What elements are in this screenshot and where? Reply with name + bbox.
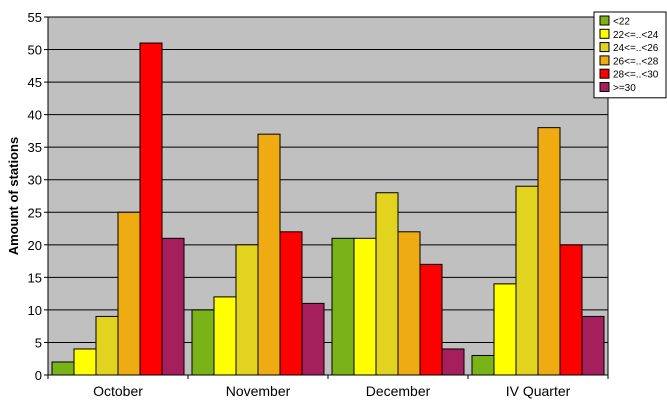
legend-swatch: [599, 82, 610, 92]
bar: [139, 42, 163, 376]
bar: [117, 211, 141, 376]
bar: [559, 244, 583, 376]
bar: [235, 244, 259, 376]
y-tick-label: 30: [28, 173, 42, 188]
bar: [493, 283, 517, 376]
x-axis: October November December IV Quarter: [47, 375, 609, 399]
y-tick-label: 0: [35, 368, 42, 383]
bar: [397, 231, 421, 376]
bars: [51, 42, 605, 376]
y-tick-label: 40: [28, 108, 42, 123]
bar: [419, 263, 443, 376]
legend-swatch: [599, 28, 610, 39]
bar: [213, 296, 237, 376]
legend-label: 24<=..<26: [613, 43, 659, 54]
y-tick-label: 5: [35, 335, 42, 350]
x-tick-label: IV Quarter: [506, 383, 571, 399]
y-tick-label: 15: [28, 270, 42, 285]
x-tick-label: October: [93, 383, 143, 399]
legend-label: >=30: [613, 83, 636, 94]
legend-label: 28<=..<30: [613, 70, 659, 81]
bar: [95, 315, 119, 376]
bar: [441, 348, 465, 376]
legend-label: 26<=..<28: [613, 56, 659, 67]
legend-swatch: [599, 68, 610, 79]
x-tick-label: November: [226, 383, 291, 399]
y-tick-label: 45: [28, 75, 42, 90]
y-tick-label: 35: [28, 140, 42, 155]
bar: [191, 309, 215, 376]
y-tick-label: 25: [28, 205, 42, 220]
legend-swatch: [599, 42, 610, 53]
bar: [279, 231, 303, 376]
bar: [353, 237, 377, 376]
legend-label: <22: [613, 17, 630, 28]
bar: [331, 237, 355, 376]
legend-swatch: [599, 55, 610, 66]
bar: [537, 127, 561, 376]
x-tick-label: December: [366, 383, 431, 399]
legend: <22 22<=..<24 24<=..<26 26<=..<28 28<=..<30 >…: [593, 11, 667, 99]
bar: [581, 315, 605, 376]
y-tick-label: 10: [28, 303, 42, 318]
bar: [301, 302, 325, 376]
legend-swatch: [599, 15, 610, 26]
bar: [73, 348, 97, 376]
y-tick-label: 20: [28, 238, 42, 253]
y-tick-label: 55: [28, 10, 42, 25]
bar: [51, 361, 75, 376]
bar: [257, 133, 281, 376]
y-axis-label: Amount of stations: [6, 137, 21, 255]
bar: [515, 185, 539, 376]
legend-label: 22<=..<24: [613, 30, 659, 41]
bar: [161, 237, 185, 376]
y-tick-label: 50: [28, 43, 42, 58]
bar: [375, 192, 399, 376]
y-axis: 0 5 10 15 20 25 30 35 40 45 50 55: [28, 10, 48, 383]
bar: [471, 354, 495, 376]
